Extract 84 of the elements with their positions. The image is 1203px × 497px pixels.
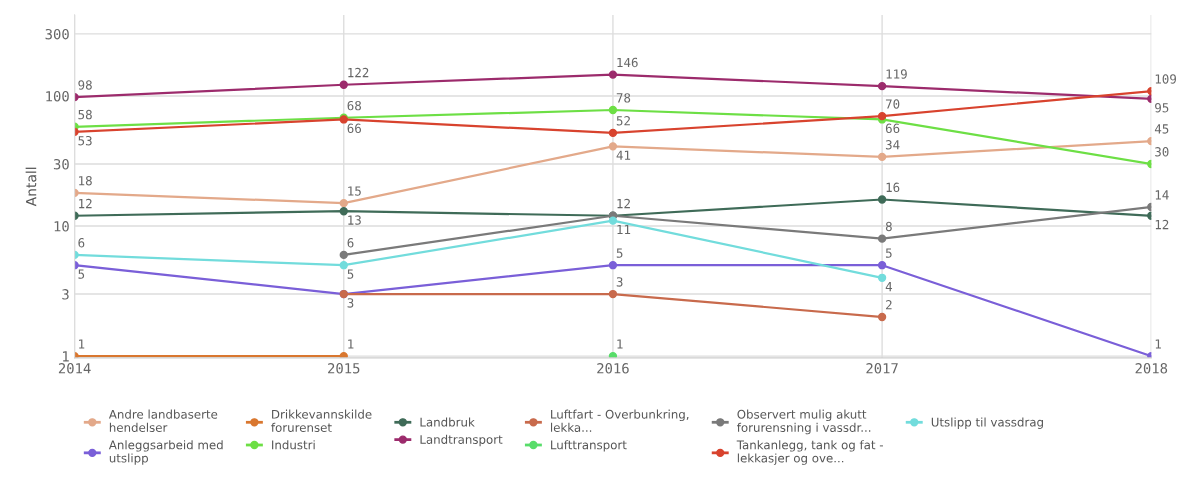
data-label: 66 bbox=[347, 123, 361, 134]
point bbox=[339, 351, 348, 358]
legend-label: Lufttransport bbox=[551, 440, 627, 452]
data-label: 11 bbox=[617, 224, 631, 235]
point bbox=[608, 289, 618, 299]
data-label: 78 bbox=[616, 93, 631, 103]
data-label: 12 bbox=[79, 198, 92, 209]
y-tick-label: 100 bbox=[46, 90, 69, 102]
x-tick-label: 2014 bbox=[58, 363, 91, 374]
data-label: 1 bbox=[79, 339, 85, 349]
y-tick-label: 1 bbox=[63, 351, 69, 362]
y-tick-label: 3 bbox=[62, 289, 69, 300]
x-tick-label: 2015 bbox=[328, 363, 360, 374]
data-label: 30 bbox=[1155, 147, 1169, 157]
point bbox=[339, 250, 348, 260]
point bbox=[339, 80, 348, 89]
point bbox=[608, 216, 618, 225]
data-label: 95 bbox=[1155, 103, 1169, 113]
legend-label: Utslipp til vassdrag bbox=[931, 417, 1043, 429]
data-label: 109 bbox=[1155, 74, 1176, 84]
y-tick-label: 300 bbox=[45, 28, 69, 40]
data-label: 122 bbox=[348, 67, 369, 78]
data-label: 6 bbox=[347, 238, 354, 248]
point bbox=[608, 128, 618, 138]
data-label: 3 bbox=[347, 298, 354, 308]
point bbox=[877, 152, 887, 162]
data-label: 16 bbox=[886, 182, 900, 193]
x-tick-label: 2018 bbox=[1135, 363, 1168, 374]
data-label: 12 bbox=[1155, 219, 1169, 230]
data-label: 18 bbox=[79, 175, 92, 186]
point bbox=[877, 234, 887, 243]
point bbox=[339, 198, 348, 208]
data-label: 34 bbox=[885, 140, 900, 150]
data-label: 53 bbox=[78, 135, 92, 146]
data-label: 2 bbox=[886, 300, 892, 310]
data-label: 1 bbox=[617, 339, 623, 349]
data-label: 52 bbox=[616, 116, 630, 126]
data-label: 13 bbox=[348, 215, 361, 225]
data-label: 119 bbox=[886, 69, 907, 79]
data-label: 3 bbox=[616, 277, 623, 287]
data-label: 5 bbox=[347, 269, 354, 279]
data-label: 41 bbox=[616, 150, 631, 160]
data-label: 146 bbox=[617, 57, 638, 68]
point bbox=[339, 261, 348, 270]
legend-label: Tankanlegg, tank og fat - lekkasjer og ove... bbox=[736, 440, 883, 465]
legend-label: Observert mulig akutt forurensning i vassdr... bbox=[737, 409, 871, 435]
legend-label: Landtransport bbox=[420, 434, 503, 447]
data-label: 4 bbox=[885, 282, 893, 292]
legend-label: Drikkevannskilde forurenset bbox=[271, 409, 372, 432]
data-label: 15 bbox=[348, 186, 361, 196]
data-label: 68 bbox=[347, 100, 362, 111]
legend-label: Industri bbox=[272, 440, 315, 450]
legend-label: Andre landbaserte hendelser bbox=[108, 409, 218, 432]
y-tick-label: 30 bbox=[53, 158, 69, 170]
data-label: 14 bbox=[1155, 190, 1169, 200]
data-label: 58 bbox=[78, 109, 92, 120]
point bbox=[877, 273, 887, 282]
data-label: 12 bbox=[617, 198, 630, 209]
data-label: 5 bbox=[885, 248, 892, 258]
data-label: 5 bbox=[78, 269, 85, 279]
data-label: 1 bbox=[348, 339, 354, 349]
legend-label: Anleggsarbeid med utslipp bbox=[108, 440, 223, 465]
point bbox=[608, 142, 618, 151]
legend-label: Landbruk bbox=[420, 417, 475, 427]
point bbox=[877, 81, 887, 91]
data-label: 98 bbox=[78, 80, 92, 90]
y-tick-label: 10 bbox=[54, 221, 69, 232]
data-label: 8 bbox=[885, 221, 892, 232]
legend-label: Luftfart - Overbunkring, lekka... bbox=[551, 409, 689, 432]
point bbox=[877, 312, 887, 322]
x-tick-label: 2017 bbox=[866, 363, 898, 374]
data-label: 66 bbox=[885, 123, 900, 134]
data-label: 45 bbox=[1154, 124, 1169, 134]
x-tick-label: 2016 bbox=[597, 363, 629, 374]
data-label: 1 bbox=[1155, 339, 1161, 349]
y-axis-title: Antall bbox=[25, 167, 37, 207]
point bbox=[608, 70, 618, 79]
point bbox=[608, 105, 618, 115]
data-label: 6 bbox=[78, 238, 85, 248]
point bbox=[608, 351, 618, 358]
point bbox=[339, 207, 348, 216]
data-label: 5 bbox=[616, 248, 623, 258]
point bbox=[877, 111, 887, 121]
data-label: 70 bbox=[885, 99, 900, 109]
